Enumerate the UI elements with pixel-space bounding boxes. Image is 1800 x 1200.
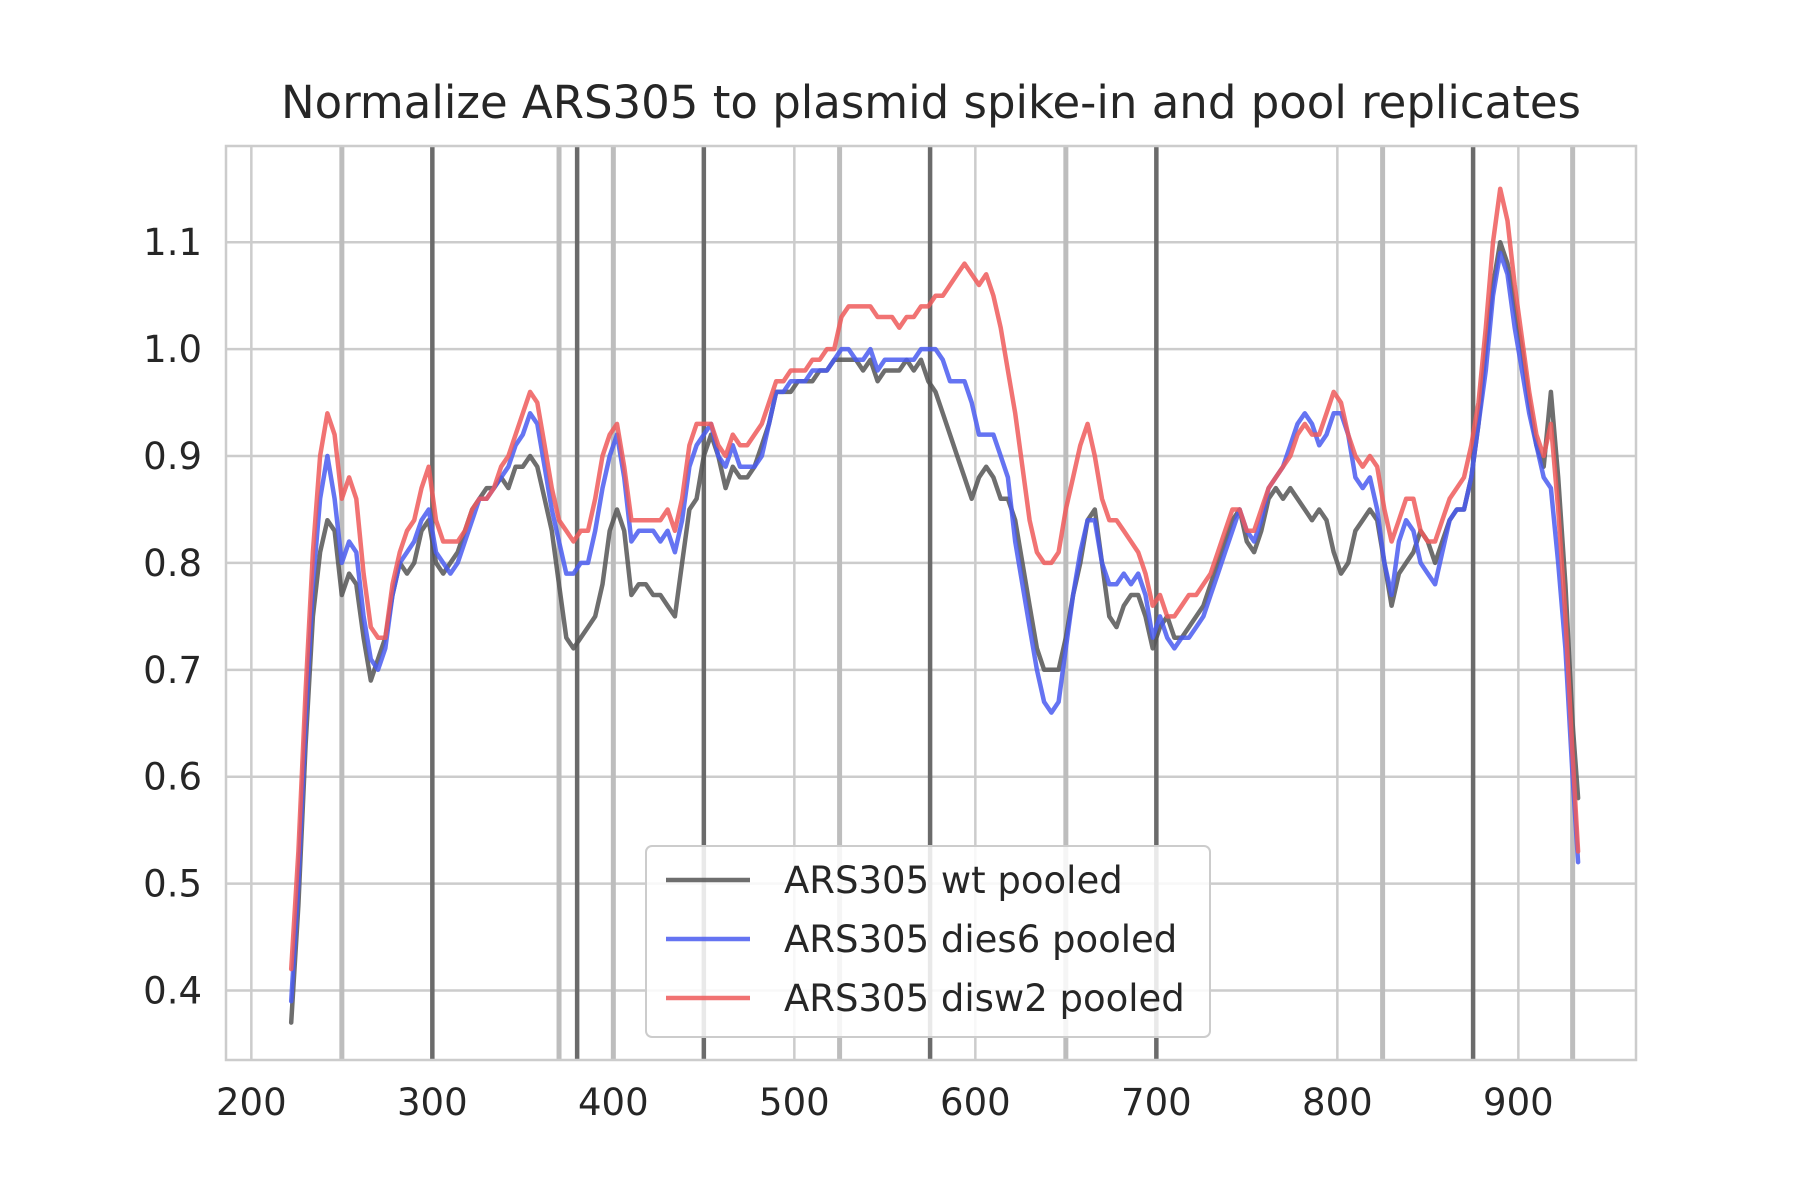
y-tick-label: 0.9 [143,435,202,478]
legend-label-3: ARS305 disw2 pooled [784,977,1185,1020]
y-tick-label: 0.4 [143,970,202,1013]
plot-frame [224,144,1638,1062]
x-tick-label: 800 [1302,1081,1373,1124]
x-axis-ticks: 200 300 400 500 600 700 800 900 [216,1081,1554,1124]
series-line-3 [288,186,1581,972]
x-tick-label: 700 [1121,1081,1192,1124]
x-tick-label: 500 [759,1081,830,1124]
legend-label-2: ARS305 dies6 pooled [784,918,1177,961]
series-lines [288,186,1581,1025]
x-tick-label: 400 [578,1081,649,1124]
y-tick-label: 1.0 [143,328,202,371]
series-line-2 [288,250,1581,1004]
legend-label-1: ARS305 wt pooled [784,859,1123,902]
y-tick-label: 0.6 [143,756,202,799]
legend: ARS305 wt pooled ARS305 dies6 pooled ARS30… [645,845,1211,1038]
series-line-1 [288,239,1581,1025]
y-tick-label: 0.7 [143,649,202,692]
x-tick-label: 300 [397,1081,468,1124]
x-tick-label: 200 [216,1081,287,1124]
x-tick-label: 600 [940,1081,1011,1124]
legend-box [645,845,1211,1038]
y-axis-ticks: 0.4 0.5 0.6 0.7 0.8 0.9 1.0 1.1 [143,221,202,1012]
y-tick-label: 0.5 [143,863,202,906]
x-tick-label: 900 [1483,1081,1554,1124]
chart-title: Normalize ARS305 to plasmid spike-in and… [281,76,1581,129]
y-tick-label: 1.1 [143,221,202,264]
y-tick-label: 0.8 [143,542,202,585]
